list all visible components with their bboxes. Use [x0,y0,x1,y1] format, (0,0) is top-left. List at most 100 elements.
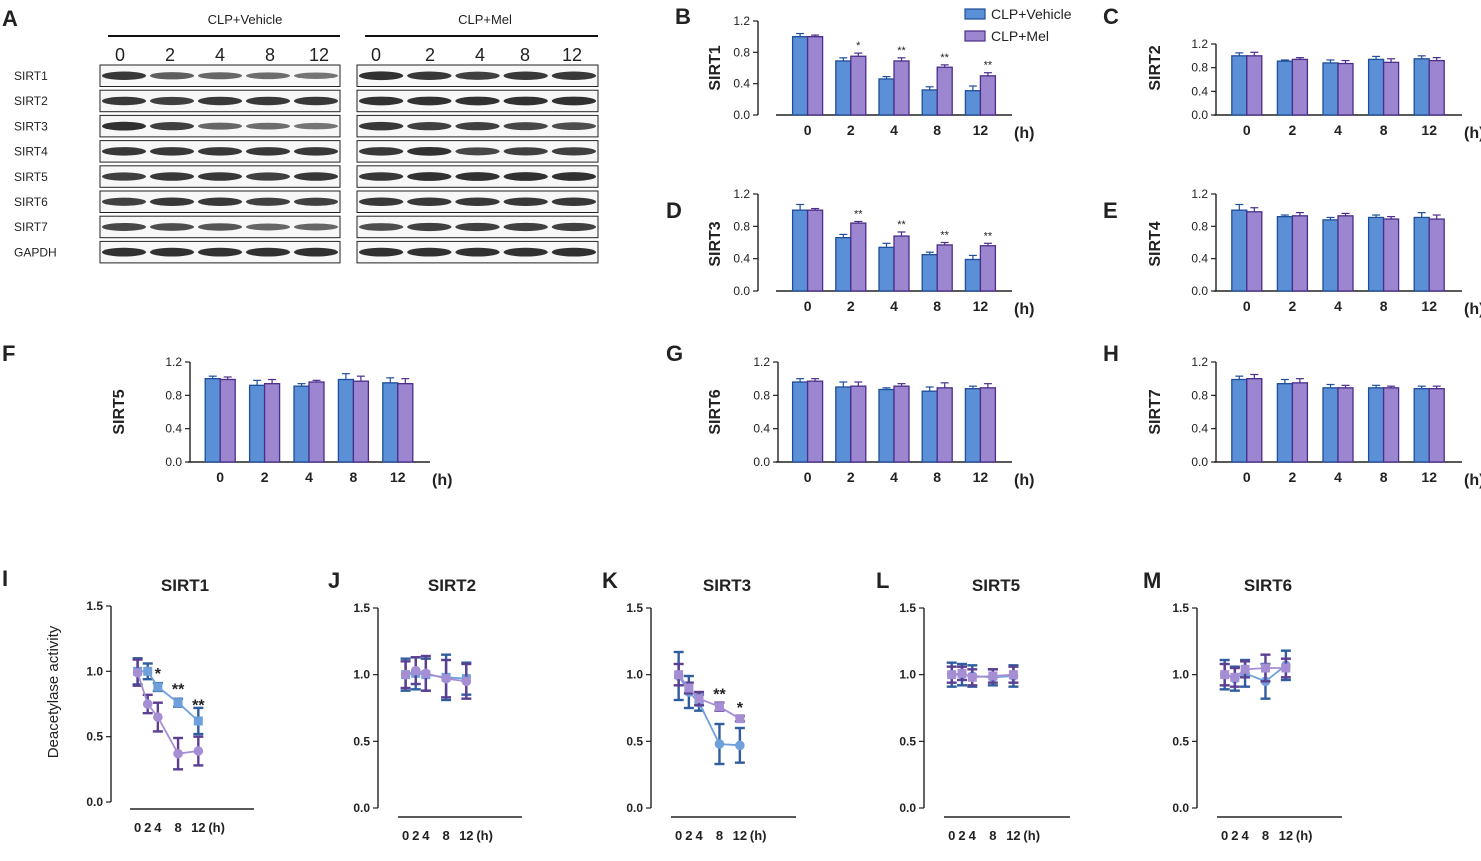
data-point [694,694,704,704]
blot-lane-label: 2 [165,45,175,65]
blot-band [149,72,195,80]
x-unit-label: (h) [432,472,452,489]
data-point [461,676,472,687]
blot-band [407,146,452,156]
blot-band [245,197,291,206]
x-tick-label: 2 [847,298,855,314]
blot-band [551,96,597,106]
chart-title: SIRT2 [428,576,476,595]
blot-band [358,147,404,156]
blot-band [293,247,339,257]
bar [1246,378,1263,463]
blot-lane-label: 8 [520,45,530,65]
blot-band [245,147,291,156]
significance-mark: ** [192,697,205,714]
data-point [967,672,977,682]
x-tick-label: 0 [216,469,224,485]
blot-band [101,197,147,206]
blot-band [293,122,339,130]
bar [893,60,910,116]
x-tick-label: 4 [695,828,703,843]
blot-lane-label: 0 [371,45,381,65]
blot-band [149,122,195,131]
blot-band [101,147,147,156]
blot-band [407,222,452,232]
data-point [735,740,745,751]
blot-band [503,147,548,156]
bar [878,246,895,292]
y-tick-label: 0.0 [1172,801,1189,815]
blot-band [455,247,500,257]
x-tick-label: 0 [804,469,812,485]
x-tick-label: 12 [191,820,205,835]
blot-band [551,197,597,206]
bar-chart-E: E 0.0 0.4 0.8 1.2 SIRT4 0 2 4 8 12 (h) [1103,187,1481,318]
bar [936,244,953,292]
significance-mark: ** [854,208,863,220]
blot-band [503,247,548,257]
y-tick-label: 0.0 [1191,455,1208,469]
blot-band [455,197,500,206]
x-unit-label: (h) [1014,301,1034,318]
data-point [142,699,153,709]
blot-band [503,197,548,206]
y-tick-label: 0.0 [626,801,643,815]
x-unit-label: (h) [750,828,767,843]
blot-band [455,96,500,106]
x-tick-label: 0 [804,298,812,314]
blot-band [197,122,243,130]
y-tick-label: 0.0 [733,108,750,122]
y-tick-label: 0.4 [753,422,770,436]
x-tick-label: 4 [969,828,977,843]
line-chart-I: I SIRT1 0.0 0.5 1.0 1.5 Deacetylase activity 0 2… [2,566,254,835]
x-unit-label: (h) [1014,472,1034,489]
significance-mark: * [155,666,162,683]
bar [1291,215,1309,292]
blot-band [407,247,452,257]
x-tick-label: 4 [890,469,898,485]
data-point [132,667,143,678]
y-tick-label: 1.2 [753,355,770,369]
y-tick-label: 1.5 [899,601,916,615]
data-point [735,714,745,724]
bar [1291,382,1309,463]
blot-band [503,172,548,181]
blot-band [101,96,147,106]
chart-title: SIRT6 [1244,576,1292,595]
blot-band [245,172,291,181]
panel-letter-C: C [1103,4,1119,29]
blot-band [358,197,404,206]
blot-band [551,222,597,232]
bar [1337,387,1354,463]
blot-band [245,247,291,257]
bar [835,386,852,463]
bar [1337,62,1354,116]
blot-band [503,222,548,232]
panel-letter-E: E [1103,198,1118,223]
bar [893,235,910,292]
y-tick-label: 0.4 [165,422,182,436]
bar [791,381,809,463]
x-tick-label: 8 [933,122,941,138]
y-tick-label: 1.2 [1191,37,1208,51]
x-tick-label: 4 [890,122,898,138]
x-tick-label: 8 [1380,298,1388,314]
legend: CLP+Vehicle CLP+Mel [964,6,1072,44]
bar [1337,215,1354,292]
y-tick-label: 1.0 [353,668,370,682]
significance-mark: ** [984,230,993,242]
y-tick-label: 0.8 [733,45,750,59]
legend-swatch [964,8,986,20]
x-tick-label: 4 [1241,828,1249,843]
y-axis-label: SIRT4 [1147,221,1164,266]
blot-band [407,71,452,80]
blot-band [358,96,404,106]
x-tick-label: 4 [890,298,898,314]
blot-band [149,147,195,156]
blot-band [551,122,597,131]
y-tick-label: 1.2 [1191,355,1208,369]
y-tick-label: 1.0 [1172,668,1189,682]
data-point [410,665,421,676]
bar [835,236,852,292]
